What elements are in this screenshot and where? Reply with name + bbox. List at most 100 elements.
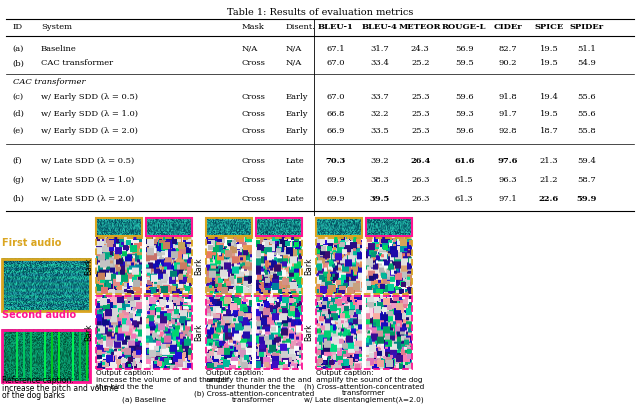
Text: 69.9: 69.9 bbox=[326, 176, 345, 184]
Text: Late: Late bbox=[285, 157, 304, 165]
Text: 33.5: 33.5 bbox=[370, 127, 389, 135]
Text: CAC transformer: CAC transformer bbox=[41, 59, 113, 67]
Text: 25.2: 25.2 bbox=[411, 59, 429, 67]
Text: w/ Early SDD (λ = 1.0): w/ Early SDD (λ = 1.0) bbox=[41, 110, 138, 118]
Text: 18.7: 18.7 bbox=[540, 127, 558, 135]
Text: (h): (h) bbox=[13, 195, 24, 203]
Text: Output caption:: Output caption: bbox=[206, 370, 264, 376]
Text: 58.7: 58.7 bbox=[577, 176, 596, 184]
Text: 66.9: 66.9 bbox=[326, 127, 345, 135]
Text: 67.0: 67.0 bbox=[326, 93, 345, 101]
Text: the bird the the: the bird the the bbox=[96, 384, 154, 390]
Text: Late: Late bbox=[285, 176, 304, 184]
Bar bbox=[96, 218, 142, 236]
Text: Table 1: Results of evaluation metrics: Table 1: Results of evaluation metrics bbox=[227, 8, 413, 18]
Text: Bark: Bark bbox=[84, 257, 93, 275]
Text: ROUGE-L: ROUGE-L bbox=[442, 23, 486, 31]
Text: 59.9: 59.9 bbox=[577, 195, 596, 203]
Text: 55.6: 55.6 bbox=[577, 110, 596, 118]
Bar bbox=[96, 296, 192, 369]
Text: 33.4: 33.4 bbox=[370, 59, 389, 67]
Text: 26.3: 26.3 bbox=[411, 176, 429, 184]
Text: 21.3: 21.3 bbox=[540, 157, 558, 165]
Text: (e): (e) bbox=[13, 127, 24, 135]
Bar bbox=[316, 296, 412, 369]
Bar bbox=[316, 218, 362, 236]
Text: 69.9: 69.9 bbox=[326, 195, 345, 203]
Text: (a): (a) bbox=[13, 44, 24, 53]
Text: CAC transformer: CAC transformer bbox=[13, 79, 85, 86]
Text: thunder thunder the the: thunder thunder the the bbox=[206, 384, 295, 390]
Text: Disent.: Disent. bbox=[285, 23, 316, 31]
Text: Cross: Cross bbox=[242, 195, 266, 203]
Text: 59.3: 59.3 bbox=[455, 110, 474, 118]
Text: N/A: N/A bbox=[285, 44, 301, 53]
Text: 31.7: 31.7 bbox=[370, 44, 389, 53]
Text: BLEU-4: BLEU-4 bbox=[362, 23, 397, 31]
Text: Output caption:: Output caption: bbox=[316, 370, 374, 376]
Text: Bark: Bark bbox=[305, 257, 314, 275]
Bar bbox=[2, 330, 90, 382]
Text: Bark: Bark bbox=[195, 324, 204, 341]
Bar bbox=[146, 218, 192, 236]
Text: BLEU-1: BLEU-1 bbox=[317, 23, 354, 31]
Text: 91.7: 91.7 bbox=[499, 110, 518, 118]
Bar bbox=[206, 218, 252, 236]
Text: 19.5: 19.5 bbox=[540, 44, 558, 53]
Text: 22.6: 22.6 bbox=[539, 195, 559, 203]
Text: 97.6: 97.6 bbox=[498, 157, 518, 165]
Text: Early: Early bbox=[285, 110, 308, 118]
Text: 67.1: 67.1 bbox=[326, 44, 345, 53]
Text: Late: Late bbox=[285, 195, 304, 203]
Text: 55.6: 55.6 bbox=[577, 93, 596, 101]
Text: 39.5: 39.5 bbox=[369, 195, 390, 203]
Text: of the dog barks: of the dog barks bbox=[2, 392, 65, 400]
Text: Bark: Bark bbox=[195, 257, 204, 275]
Text: 97.1: 97.1 bbox=[499, 195, 518, 203]
Bar bbox=[256, 218, 302, 236]
Text: (d): (d) bbox=[13, 110, 24, 118]
Text: First audio: First audio bbox=[2, 238, 61, 248]
Text: Cross: Cross bbox=[242, 59, 266, 67]
Text: 90.2: 90.2 bbox=[499, 59, 517, 67]
Bar bbox=[316, 238, 412, 294]
Text: 24.3: 24.3 bbox=[411, 44, 429, 53]
Text: 61.5: 61.5 bbox=[455, 176, 474, 184]
Text: (b) Cross-attention-concentrated: (b) Cross-attention-concentrated bbox=[194, 390, 314, 397]
Text: w/ Late SDD (λ = 2.0): w/ Late SDD (λ = 2.0) bbox=[41, 195, 134, 203]
Text: 70.3: 70.3 bbox=[326, 157, 346, 165]
Text: System: System bbox=[41, 23, 72, 31]
Text: 32.2: 32.2 bbox=[371, 110, 389, 118]
Text: amplify the rain and the and: amplify the rain and the and bbox=[206, 377, 312, 383]
Text: Baseline: Baseline bbox=[41, 44, 77, 53]
Text: 66.8: 66.8 bbox=[326, 110, 345, 118]
Bar bbox=[2, 259, 90, 311]
Text: (f): (f) bbox=[13, 157, 22, 165]
Text: 33.7: 33.7 bbox=[370, 93, 389, 101]
Text: 59.4: 59.4 bbox=[577, 157, 596, 165]
Text: 25.3: 25.3 bbox=[411, 93, 429, 101]
Text: 19.4: 19.4 bbox=[540, 93, 558, 101]
Text: Bark: Bark bbox=[305, 324, 314, 341]
Text: 26.4: 26.4 bbox=[410, 157, 431, 165]
Text: (g): (g) bbox=[13, 176, 24, 184]
Bar bbox=[96, 238, 192, 294]
Bar bbox=[206, 296, 302, 369]
Text: w/ Early SDD (λ = 0.5): w/ Early SDD (λ = 0.5) bbox=[41, 93, 138, 101]
Text: 51.1: 51.1 bbox=[577, 44, 596, 53]
Text: Mask: Mask bbox=[242, 23, 264, 31]
Bar bbox=[366, 218, 412, 236]
Text: 61.6: 61.6 bbox=[454, 157, 474, 165]
Text: Cross: Cross bbox=[242, 93, 266, 101]
Text: (b): (b) bbox=[13, 59, 24, 67]
Bar bbox=[206, 238, 302, 294]
Text: 54.9: 54.9 bbox=[577, 59, 596, 67]
Text: Cross: Cross bbox=[242, 176, 266, 184]
Text: CIDEr: CIDEr bbox=[494, 23, 522, 31]
Text: 21.2: 21.2 bbox=[540, 176, 558, 184]
Text: 39.2: 39.2 bbox=[371, 157, 389, 165]
Text: 82.7: 82.7 bbox=[499, 44, 518, 53]
Text: w/ Late disentanglement(λ=2.0): w/ Late disentanglement(λ=2.0) bbox=[304, 397, 424, 403]
Text: (h) Cross-attention-concentrated: (h) Cross-attention-concentrated bbox=[304, 384, 424, 390]
Text: 91.8: 91.8 bbox=[499, 93, 518, 101]
